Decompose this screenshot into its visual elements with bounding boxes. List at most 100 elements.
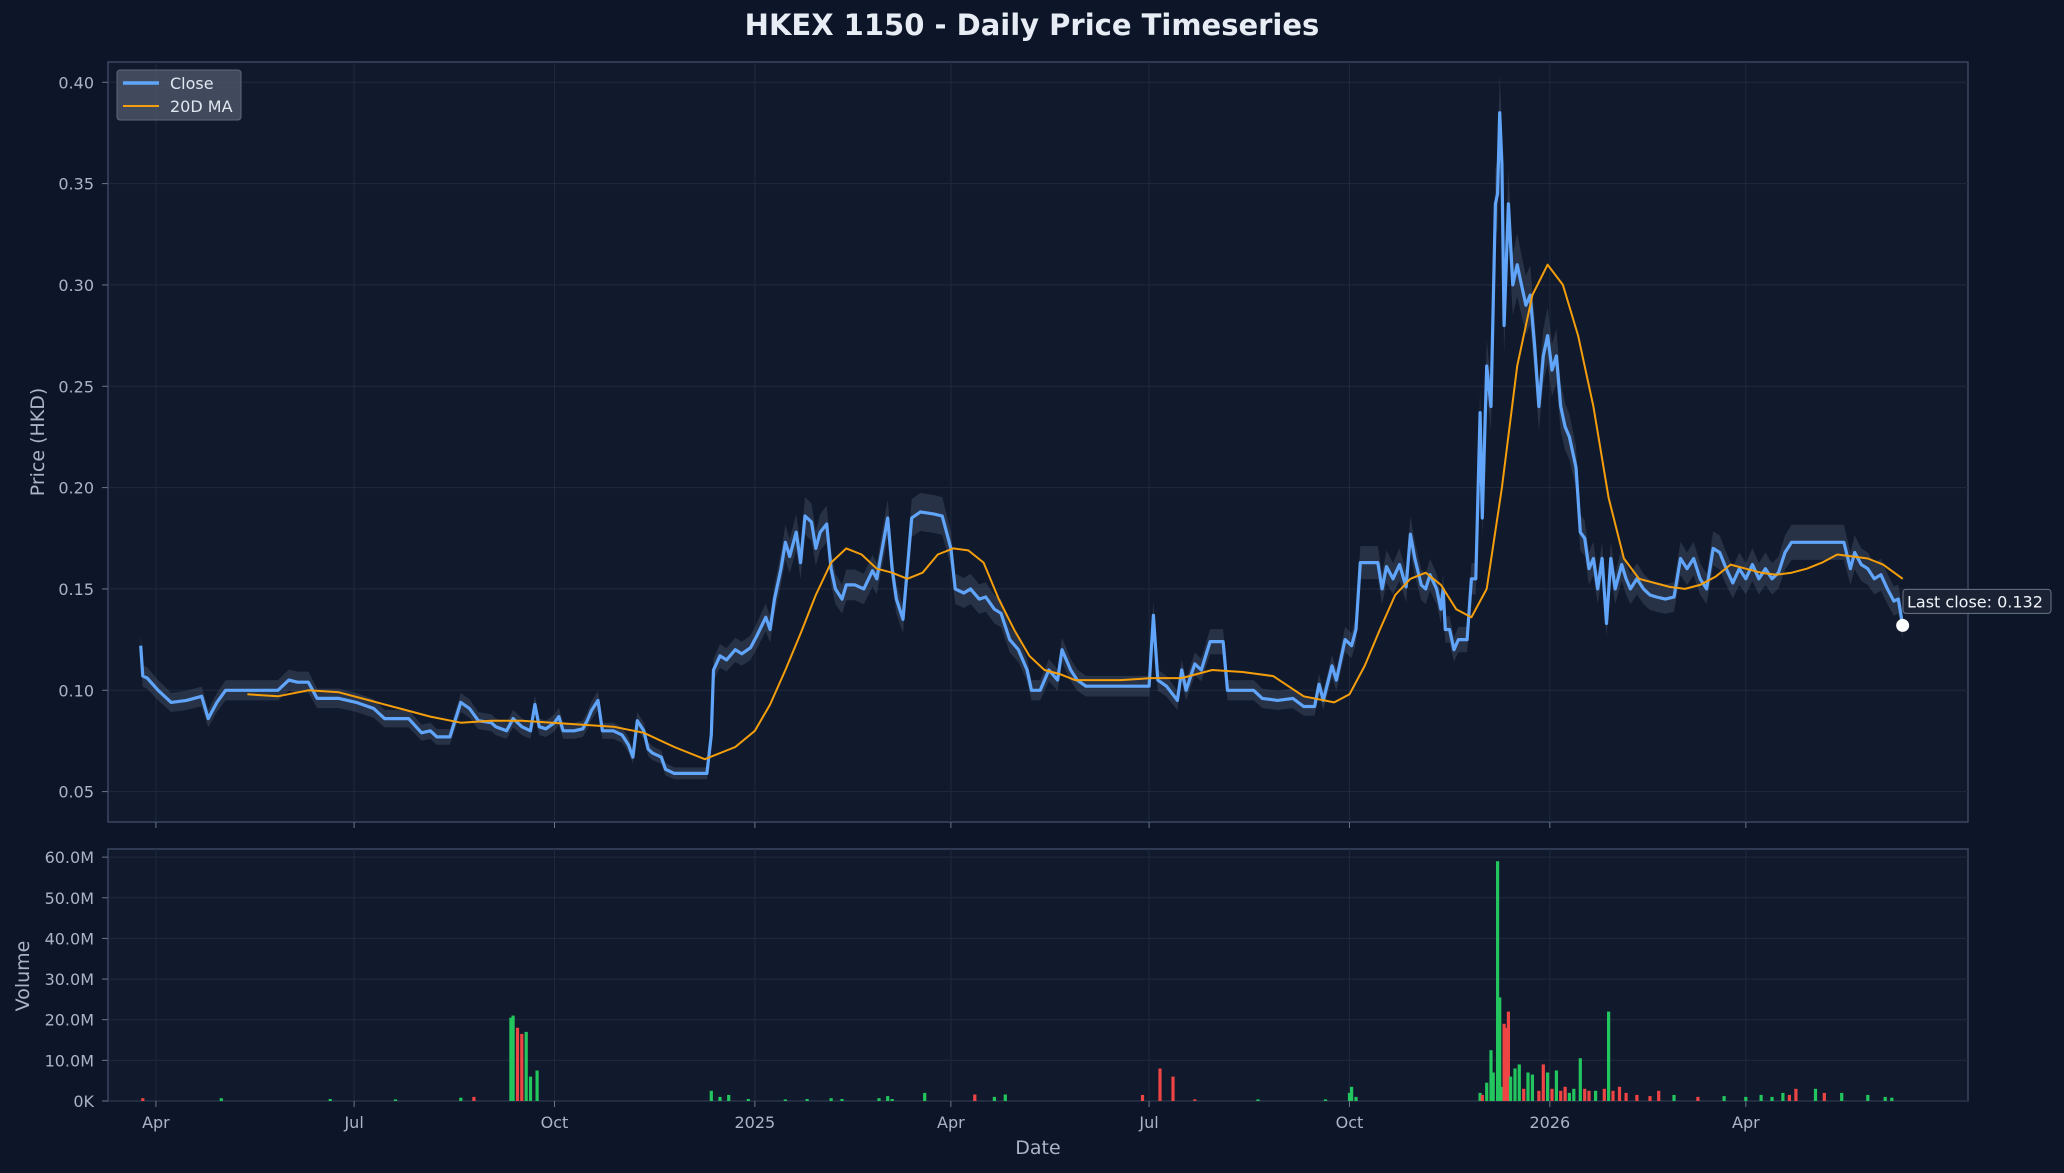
- xtick-label-8: Apr: [1732, 1113, 1760, 1132]
- volume-bar-28: [1140, 1094, 1145, 1101]
- volume-ytick-label-6: 60.0M: [45, 848, 94, 867]
- volume-bar-76: [1696, 1096, 1700, 1101]
- volume-bar-85: [1822, 1092, 1826, 1101]
- price-ytick-label-1: 0.10: [58, 681, 94, 700]
- volume-bar-11: [528, 1076, 533, 1101]
- x-axis-label: Date: [1015, 1137, 1060, 1159]
- volume-x-ticks: Apr Jul Oct 2025 Apr Jul Oct 2026 Apr: [142, 1101, 1760, 1132]
- xtick-label-1: Jul: [343, 1113, 363, 1132]
- volume-bar-77: [1722, 1096, 1726, 1101]
- volume-bar-9: [520, 1033, 524, 1101]
- price-y-ticks: 0.05 0.10 0.15 0.20 0.25 0.30 0.35 0.40: [58, 73, 108, 802]
- volume-bar-13: [709, 1090, 713, 1101]
- volume-ytick-label-0: 0K: [73, 1092, 94, 1111]
- volume-bar-79: [1759, 1094, 1763, 1101]
- price-ytick-label-2: 0.15: [58, 580, 94, 599]
- price-x-ticks: [155, 822, 1747, 828]
- chart-title: HKEX 1150 - Daily Price Timeseries: [744, 8, 1320, 42]
- volume-bar-63: [1578, 1058, 1582, 1101]
- volume-bar-37: [1478, 1092, 1482, 1101]
- volume-bar-75: [1672, 1094, 1676, 1101]
- volume-bar-74: [1657, 1090, 1661, 1101]
- volume-bar-41: [1491, 1072, 1495, 1101]
- volume-bar-31: [1193, 1099, 1197, 1101]
- xtick-label-3: 2025: [735, 1113, 776, 1132]
- volume-bar-18: [805, 1099, 809, 1101]
- volume-bar-86: [1840, 1092, 1844, 1101]
- volume-bar-57: [1550, 1088, 1554, 1101]
- volume-ytick-label-3: 30.0M: [45, 970, 94, 989]
- volume-bar-24: [923, 1092, 927, 1101]
- volume-bar-0: [141, 1098, 145, 1101]
- volume-bar-70: [1617, 1086, 1622, 1101]
- volume-bar-65: [1587, 1090, 1591, 1101]
- volume-bar-64: [1583, 1088, 1587, 1101]
- volume-bar-20: [840, 1099, 844, 1101]
- volume-bar-56: [1546, 1072, 1550, 1101]
- volume-bar-84: [1813, 1088, 1818, 1101]
- volume-bar-29: [1158, 1068, 1162, 1101]
- xtick-label-5: Jul: [1138, 1113, 1158, 1132]
- volume-bar-12: [535, 1070, 539, 1101]
- volume-bar-53: [1530, 1074, 1534, 1101]
- volume-bar-58: [1554, 1070, 1558, 1101]
- volume-bar-33: [1323, 1099, 1328, 1101]
- volume-bar-62: [1572, 1088, 1576, 1101]
- volume-bar-4: [459, 1097, 463, 1101]
- volume-bar-72: [1635, 1094, 1639, 1101]
- volume-ytick-label-5: 50.0M: [45, 889, 94, 908]
- volume-bar-38: [1480, 1094, 1484, 1101]
- volume-panel-background: [107, 848, 1969, 1102]
- volume-bars: [141, 861, 1894, 1101]
- volume-bar-78: [1744, 1096, 1748, 1101]
- volume-bar-34: [1347, 1092, 1352, 1101]
- volume-bar-8: [515, 1027, 520, 1101]
- volume-bar-25: [973, 1094, 977, 1101]
- volume-bar-19: [829, 1098, 833, 1101]
- volume-bar-44: [1500, 1086, 1504, 1101]
- volume-bar-47: [1506, 1011, 1510, 1101]
- volume-ytick-label-2: 20.0M: [45, 1011, 94, 1030]
- volume-bar-43: [1498, 997, 1502, 1101]
- volume-bar-54: [1537, 1090, 1541, 1101]
- volume-bar-16: [746, 1099, 750, 1101]
- volume-bar-83: [1794, 1088, 1798, 1101]
- volume-bar-17: [783, 1099, 787, 1101]
- volume-bar-42: [1496, 861, 1500, 1101]
- price-lines: [139, 111, 1905, 776]
- legend-ma-label: 20D MA: [170, 97, 233, 116]
- volume-bar-30: [1171, 1076, 1175, 1101]
- last-close-annotation: Last close: 0.132: [1896, 588, 2052, 632]
- volume-bar-66: [1594, 1090, 1598, 1101]
- volume-bar-55: [1541, 1064, 1545, 1101]
- xtick-label-4: Apr: [937, 1113, 965, 1132]
- volume-bar-81: [1781, 1092, 1785, 1101]
- volume-bar-21: [877, 1098, 881, 1101]
- volume-bar-59: [1559, 1090, 1563, 1101]
- volume-bar-22: [886, 1096, 890, 1101]
- price-ytick-label-3: 0.20: [58, 479, 94, 498]
- volume-bar-27: [1003, 1094, 1007, 1101]
- volume-bar-26: [992, 1096, 996, 1101]
- volume-bar-61: [1567, 1092, 1571, 1101]
- last-close-box: [1902, 588, 2052, 614]
- last-close-label: Last close: 0.132: [1907, 592, 2043, 611]
- volume-bar-10: [524, 1031, 528, 1101]
- volume-bar-32: [1256, 1099, 1260, 1101]
- xtick-label-6: Oct: [1336, 1113, 1364, 1132]
- volume-bar-40: [1489, 1050, 1493, 1101]
- volume-bar-46: [1504, 1027, 1508, 1101]
- volume-bar-87: [1866, 1094, 1870, 1101]
- last-close-marker: [1896, 618, 1910, 632]
- volume-bar-6: [509, 1017, 513, 1101]
- volume-bar-39: [1485, 1082, 1489, 1101]
- price-ytick-label-7: 0.40: [58, 73, 94, 92]
- price-y-axis-label: Price (HKD): [27, 388, 49, 497]
- volume-bar-73: [1648, 1096, 1652, 1101]
- ma20-line: [247, 263, 1904, 761]
- price-ytick-label-5: 0.30: [58, 276, 94, 295]
- volume-bar-14: [718, 1096, 722, 1101]
- xtick-label-0: Apr: [142, 1113, 170, 1132]
- volume-bar-67: [1602, 1088, 1606, 1101]
